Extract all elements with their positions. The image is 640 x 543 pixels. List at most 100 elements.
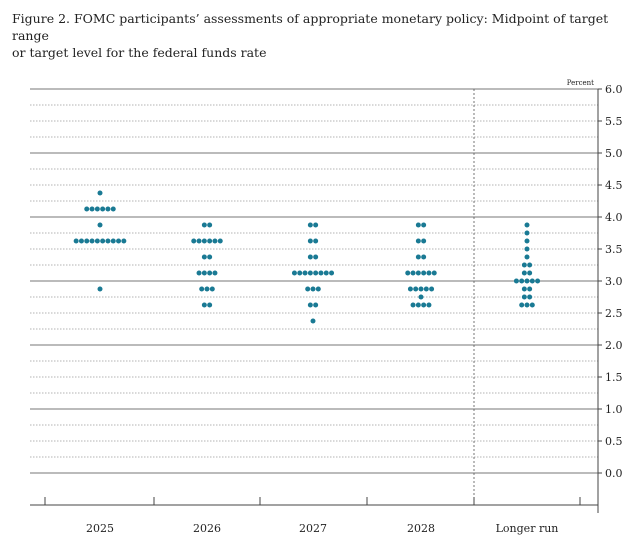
dot — [201, 222, 207, 228]
dot — [323, 270, 329, 276]
dot — [207, 238, 213, 244]
dot — [513, 278, 519, 284]
dot — [426, 302, 432, 308]
y-tick-label: 2.0 — [605, 339, 623, 352]
dot — [413, 286, 419, 292]
dot — [329, 270, 335, 276]
dot — [201, 302, 207, 308]
y-tick-label: 2.5 — [605, 307, 623, 320]
dot — [313, 302, 319, 308]
dot — [429, 286, 435, 292]
dot — [407, 286, 413, 292]
dot — [307, 302, 313, 308]
dot — [84, 206, 90, 212]
y-unit-label: Percent — [567, 79, 594, 87]
dot — [116, 238, 122, 244]
dot — [196, 270, 202, 276]
x-tick-label: 2027 — [299, 522, 327, 535]
dot — [521, 294, 527, 300]
y-tick-label: 4.5 — [605, 179, 623, 192]
dot — [521, 270, 527, 276]
tick-labels: 6.0 5.5 5.0 4.5 4.0 3.5 3.0 2.5 2.0 1.5 1.0 0.5 0.0 P… — [86, 79, 623, 535]
dot — [94, 206, 100, 212]
dots — [73, 190, 541, 324]
dot — [519, 302, 525, 308]
y-tick-label: 1.5 — [605, 371, 623, 384]
chart-title: Figure 2. FOMC participants’ assessments… — [12, 10, 628, 61]
dot — [418, 286, 424, 292]
x-tick-label: 2025 — [86, 522, 114, 535]
x-tick-label: 2026 — [193, 522, 221, 535]
y-tick-label: 1.0 — [605, 403, 623, 416]
y-tick-label: 5.5 — [605, 115, 623, 128]
dot — [307, 254, 313, 260]
dot — [415, 270, 421, 276]
dot — [199, 286, 205, 292]
dot — [84, 238, 90, 244]
y-tick-label: 3.0 — [605, 275, 623, 288]
dot — [527, 294, 533, 300]
dot — [527, 270, 533, 276]
dot — [105, 238, 111, 244]
y-tick-label: 3.5 — [605, 243, 623, 256]
dot — [100, 206, 106, 212]
dot — [527, 262, 533, 268]
dot — [307, 222, 313, 228]
dot — [212, 238, 218, 244]
dot — [524, 278, 530, 284]
dot — [524, 246, 530, 252]
dot — [310, 286, 316, 292]
axes — [30, 88, 602, 513]
dot — [191, 238, 197, 244]
y-tick-label: 5.0 — [605, 147, 623, 160]
dot — [524, 302, 530, 308]
dot — [529, 278, 535, 284]
dot — [431, 270, 437, 276]
dot — [415, 254, 421, 260]
dot — [94, 238, 100, 244]
dot — [315, 286, 321, 292]
dot — [527, 286, 533, 292]
dot — [423, 286, 429, 292]
dot — [196, 238, 202, 244]
dot — [110, 238, 116, 244]
dot — [89, 238, 95, 244]
dot — [524, 254, 530, 260]
dot — [421, 302, 427, 308]
dot — [535, 278, 541, 284]
dot — [421, 254, 427, 260]
dot — [426, 270, 432, 276]
dot — [415, 238, 421, 244]
y-tick-label: 4.0 — [605, 211, 623, 224]
dot — [291, 270, 297, 276]
dot — [78, 238, 84, 244]
dot — [524, 222, 530, 228]
dot — [415, 222, 421, 228]
dot — [302, 270, 308, 276]
dot — [313, 254, 319, 260]
x-tick-label: Longer run — [496, 522, 559, 535]
dot — [212, 270, 218, 276]
dot — [105, 206, 111, 212]
y-tick-label: 6.0 — [605, 83, 623, 96]
dot — [410, 302, 416, 308]
dot — [307, 238, 313, 244]
chart-title-line-2: or target level for the federal funds ra… — [12, 45, 267, 60]
dot — [421, 222, 427, 228]
dot — [110, 206, 116, 212]
dot — [310, 318, 316, 324]
dot — [97, 286, 103, 292]
dot — [421, 270, 427, 276]
dot — [410, 270, 416, 276]
y-tick-label: 0.0 — [605, 467, 623, 480]
dot — [318, 270, 324, 276]
dot — [524, 238, 530, 244]
chart-title-line-1: Figure 2. FOMC participants’ assessments… — [12, 11, 609, 43]
x-tick-label: 2028 — [407, 522, 435, 535]
dot — [121, 238, 127, 244]
dot — [307, 270, 313, 276]
dot — [201, 238, 207, 244]
dot — [524, 230, 530, 236]
dot — [313, 222, 319, 228]
